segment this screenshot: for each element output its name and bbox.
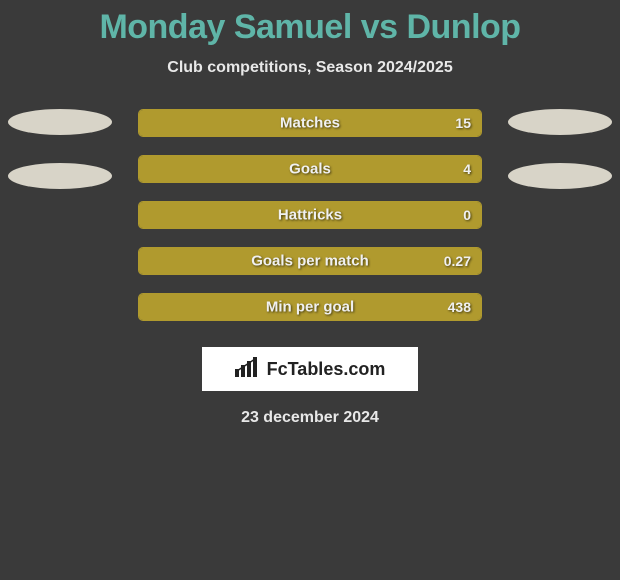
- stat-row-goals: Goals 4: [138, 155, 482, 183]
- stat-row-matches: Matches 15: [138, 109, 482, 137]
- subtitle: Club competitions, Season 2024/2025: [0, 59, 620, 77]
- stat-row-min-per-goal: Min per goal 438: [138, 293, 482, 321]
- source-logo[interactable]: FcTables.com: [202, 347, 418, 391]
- stat-row-goals-per-match: Goals per match 0.27: [138, 247, 482, 275]
- page-title: Monday Samuel vs Dunlop: [0, 8, 620, 47]
- avatar-placeholder: [508, 109, 612, 135]
- avatar-placeholder: [8, 163, 112, 189]
- stat-value: 4: [463, 161, 471, 177]
- stat-value: 0.27: [444, 253, 471, 269]
- stat-value: 0: [463, 207, 471, 223]
- player-right-avatars: [508, 109, 612, 189]
- stat-label: Matches: [280, 115, 340, 132]
- logo-text: FcTables.com: [267, 359, 386, 380]
- stat-label: Hattricks: [278, 207, 342, 224]
- avatar-placeholder: [508, 163, 612, 189]
- stat-label: Min per goal: [266, 299, 354, 316]
- snapshot-date: 23 december 2024: [0, 409, 620, 427]
- stat-rows: Matches 15 Goals 4 Hattricks 0 Goals per…: [138, 109, 482, 321]
- stat-row-hattricks: Hattricks 0: [138, 201, 482, 229]
- stat-value: 15: [455, 115, 471, 131]
- player-left-avatars: [8, 109, 112, 189]
- stat-label: Goals: [289, 161, 331, 178]
- stats-area: Matches 15 Goals 4 Hattricks 0 Goals per…: [0, 109, 620, 427]
- stat-value: 438: [448, 299, 471, 315]
- bar-chart-icon: [235, 357, 261, 382]
- comparison-card: Monday Samuel vs Dunlop Club competition…: [0, 0, 620, 427]
- avatar-placeholder: [8, 109, 112, 135]
- stat-label: Goals per match: [251, 253, 369, 270]
